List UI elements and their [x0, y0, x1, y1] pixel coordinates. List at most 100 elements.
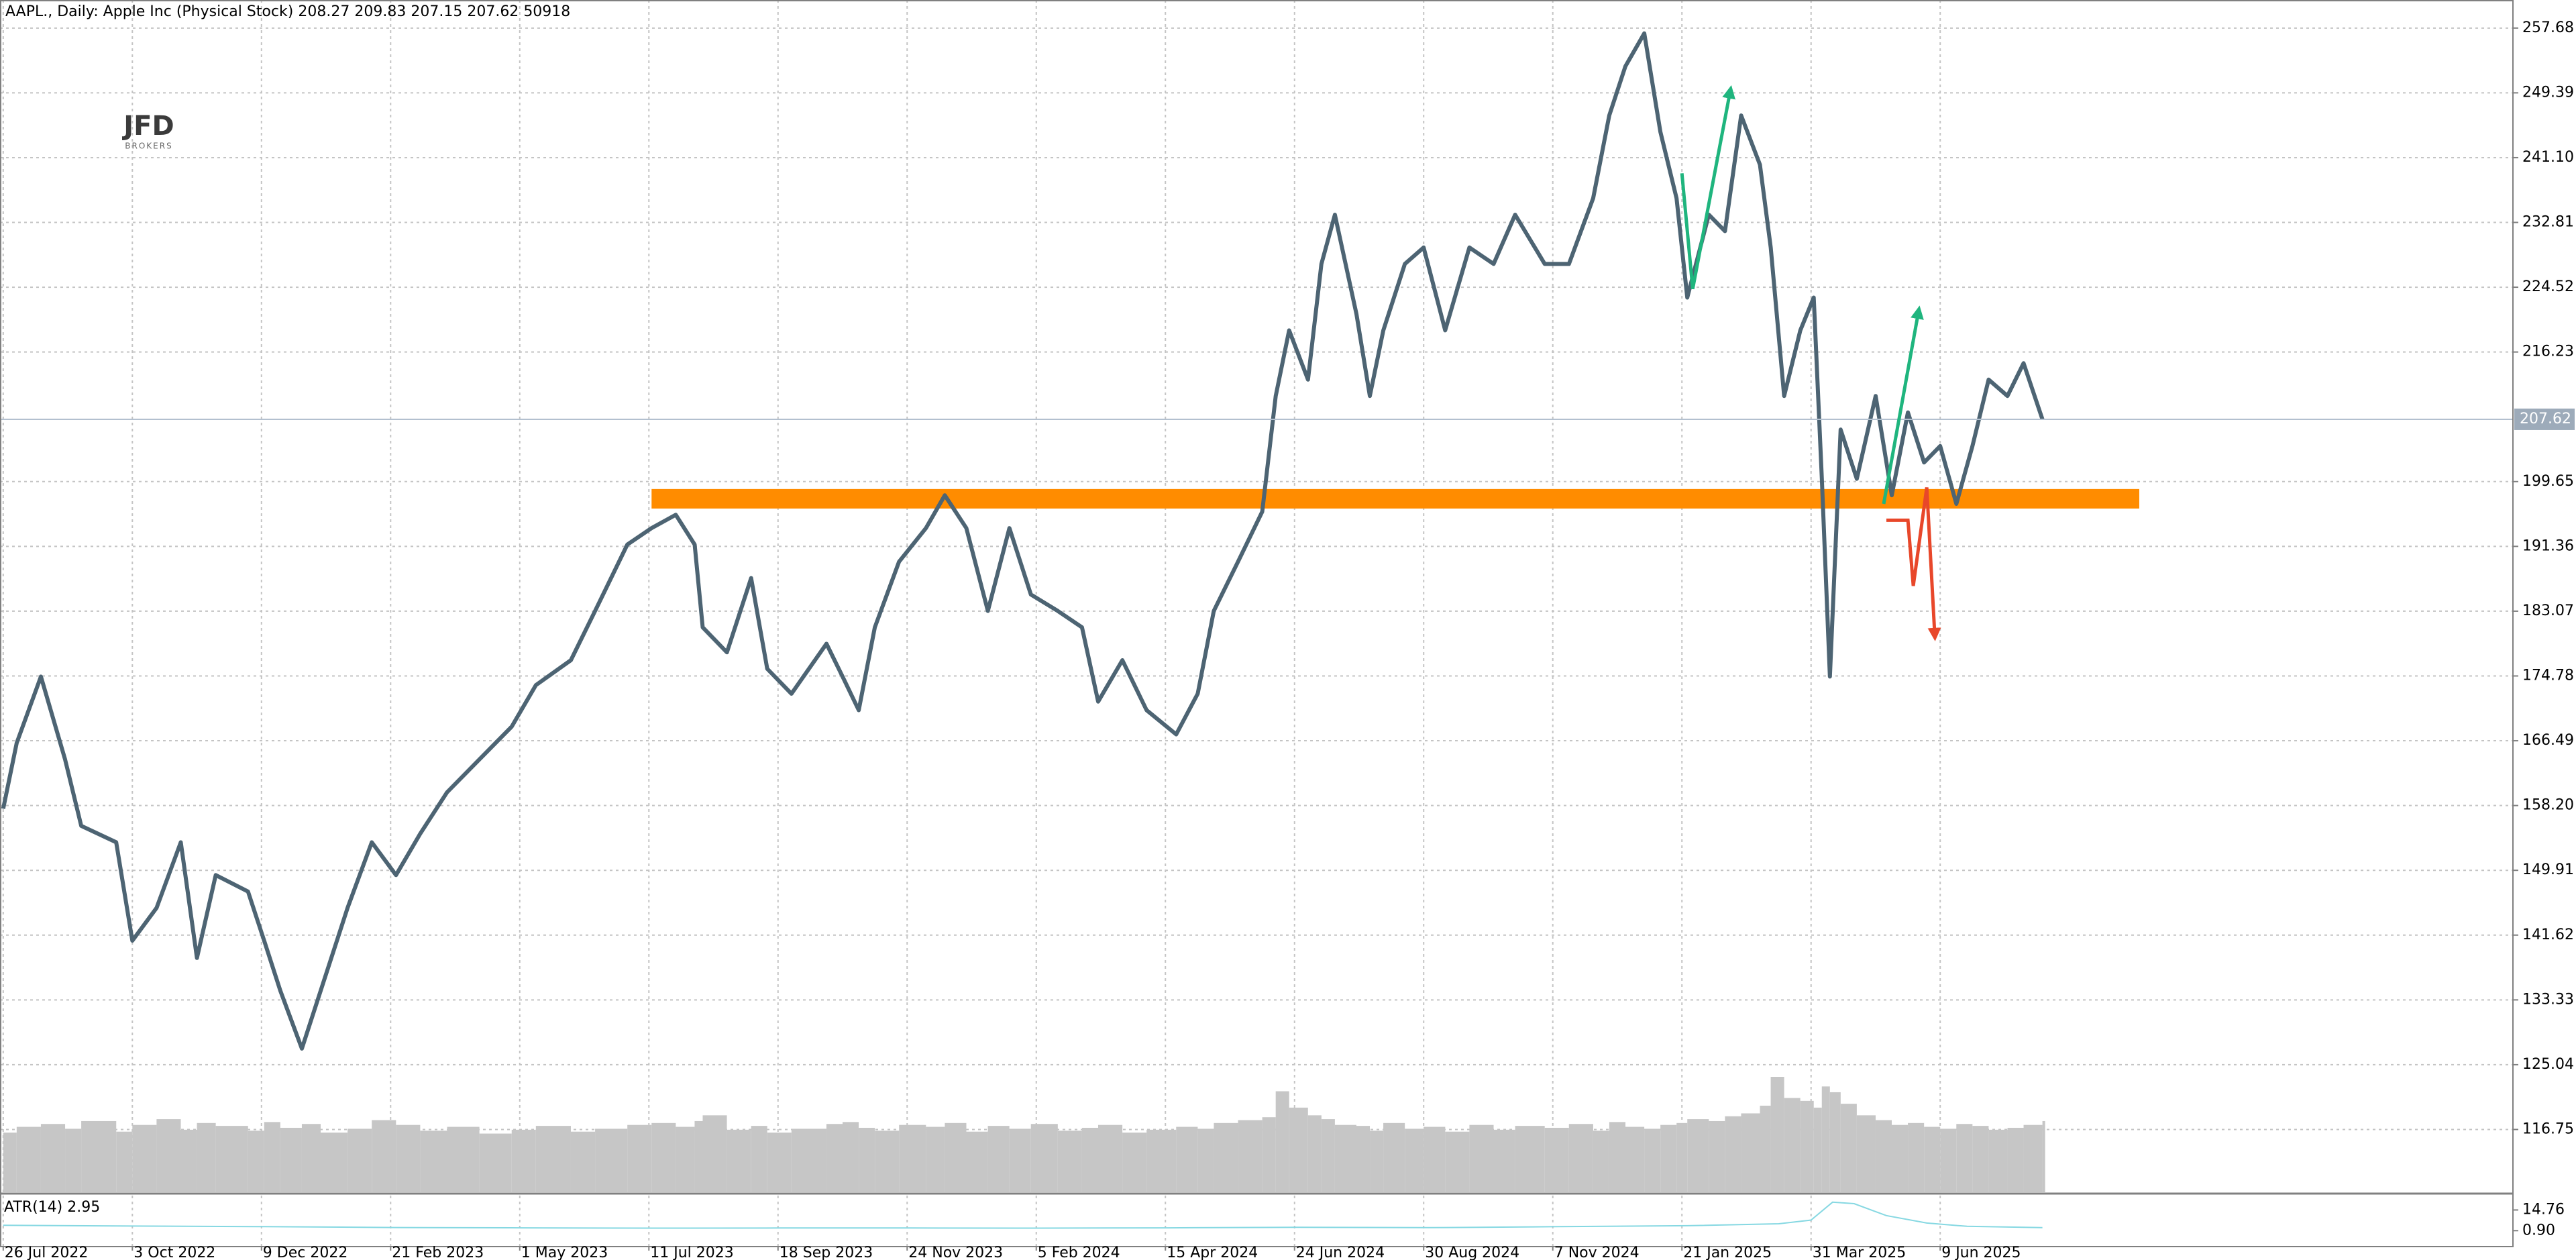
volume-bar	[1609, 1122, 1626, 1192]
volume-bar	[1405, 1128, 1424, 1192]
last-price-label: 207.62	[2520, 411, 2571, 427]
volume-bar	[1057, 1131, 1082, 1192]
x-tick-label: 15 Apr 2024	[1167, 1245, 1258, 1260]
volume-bar	[1660, 1124, 1677, 1192]
volume-bar	[1176, 1126, 1198, 1192]
atr-line	[3, 1201, 2043, 1229]
x-tick-label: 18 Sep 2023	[780, 1245, 873, 1260]
volume-bar	[1469, 1124, 1494, 1192]
volume-bar	[1262, 1117, 1276, 1192]
volume-bar	[1081, 1127, 1098, 1192]
volume-bar	[396, 1124, 421, 1192]
volume-bar	[1568, 1124, 1593, 1192]
volume-bar	[215, 1126, 248, 1192]
volume-bar	[676, 1126, 695, 1192]
volume-bar	[1856, 1115, 1876, 1192]
volume-bar	[727, 1129, 751, 1192]
volume-bar	[1875, 1120, 1892, 1192]
volume-bar	[1644, 1128, 1661, 1192]
volume-bar	[1307, 1115, 1322, 1192]
volume-bar	[156, 1119, 181, 1192]
volume-bar	[1238, 1120, 1263, 1192]
volume-bar	[595, 1128, 628, 1192]
y-tick-label: 174.78	[2522, 667, 2574, 684]
volume-bar	[1214, 1122, 1238, 1192]
volume-bar	[859, 1127, 875, 1192]
logo-subtext: BROKERS	[125, 142, 172, 151]
volume-bar	[65, 1128, 82, 1192]
volume-bar	[1892, 1124, 1909, 1192]
volume-bar	[751, 1126, 767, 1192]
grid-layer	[0, 0, 2513, 1247]
volume-bar	[1725, 1116, 1741, 1192]
volume-bar	[447, 1126, 480, 1192]
x-tick-label: 21 Feb 2023	[392, 1245, 484, 1260]
x-tick-label: 24 Jun 2024	[1296, 1245, 1385, 1260]
y-tick-label: 133.33	[2522, 991, 2574, 1008]
y-tick-label: 116.75	[2522, 1120, 2574, 1137]
volume-bar	[1784, 1098, 1801, 1192]
volume-bar	[1544, 1127, 1569, 1192]
x-tick-label: 5 Feb 2024	[1038, 1245, 1120, 1260]
volume-bar	[2007, 1127, 2024, 1192]
x-tick-label: 30 Aug 2024	[1425, 1245, 1519, 1260]
y-tick-label: 158.20	[2522, 797, 2574, 814]
arrow	[1680, 85, 1735, 290]
volume-bar	[791, 1128, 826, 1192]
volume-bar	[1821, 1086, 1830, 1192]
x-tick-label: 1 May 2023	[521, 1245, 608, 1260]
y-tick-label: 125.04	[2522, 1056, 2574, 1073]
y-tick-label: 199.65	[2522, 473, 2574, 490]
y-tick-label: 149.91	[2522, 861, 2574, 878]
volume-bar	[1593, 1131, 1609, 1192]
atr-label: ATR(14) 2.95	[4, 1199, 100, 1216]
volume-bar	[1625, 1126, 1645, 1192]
x-tick-label: 7 Nov 2024	[1554, 1245, 1640, 1260]
volume-bar	[1741, 1113, 1760, 1192]
volume-bar	[1146, 1129, 1177, 1192]
volume-bar	[843, 1122, 859, 1192]
volume-bar	[1445, 1131, 1470, 1192]
volume-bar	[1687, 1119, 1709, 1192]
volume-bar	[1030, 1124, 1058, 1192]
volume-bar	[2023, 1124, 2043, 1192]
y-tick-label: 232.81	[2522, 214, 2574, 231]
y-tick-label: 216.23	[2522, 344, 2574, 360]
volume-bar	[1321, 1119, 1335, 1192]
volume-bar	[81, 1120, 117, 1192]
y-tick-label: 249.39	[2522, 84, 2574, 101]
volume-bar	[570, 1131, 596, 1192]
volume-bar	[347, 1128, 372, 1192]
volume-bar	[1988, 1129, 2008, 1192]
volume-bar	[966, 1131, 988, 1192]
x-tick-label: 24 Nov 2023	[908, 1245, 1003, 1260]
volume-bar	[1097, 1124, 1123, 1192]
volume-bar	[945, 1122, 967, 1192]
volume-bar	[535, 1126, 571, 1192]
y-tick-label: 183.07	[2522, 602, 2574, 619]
volume-bar	[132, 1124, 157, 1192]
y-tick-label: 141.62	[2522, 927, 2574, 943]
price-line	[1, 31, 2045, 1051]
open-value: 208.27	[298, 3, 350, 20]
volume-bar	[1289, 1107, 1308, 1192]
logo: JFD	[121, 111, 174, 142]
volume-bar	[1709, 1120, 1725, 1192]
chart-header: AAPL., Daily: Apple Inc (Physical Stock)…	[5, 3, 570, 20]
support-zone	[651, 488, 2139, 509]
volume-bar	[479, 1133, 512, 1192]
volume-bar	[875, 1131, 900, 1192]
last-price-box	[2514, 408, 2575, 430]
volume-bar	[1924, 1126, 1941, 1192]
volume-bar	[16, 1126, 41, 1192]
volume-bar	[1122, 1133, 1147, 1192]
volume-bar	[1515, 1126, 1545, 1192]
volume-bar	[1940, 1128, 1957, 1192]
chart-title: AAPL., Daily: Apple Inc (Physical Stock)	[5, 3, 293, 20]
volume-bar	[1370, 1131, 1384, 1192]
volume-bar	[1197, 1128, 1214, 1192]
volume-bar	[40, 1124, 66, 1192]
volume-bar	[180, 1129, 197, 1192]
volume-bar	[1813, 1107, 1822, 1192]
